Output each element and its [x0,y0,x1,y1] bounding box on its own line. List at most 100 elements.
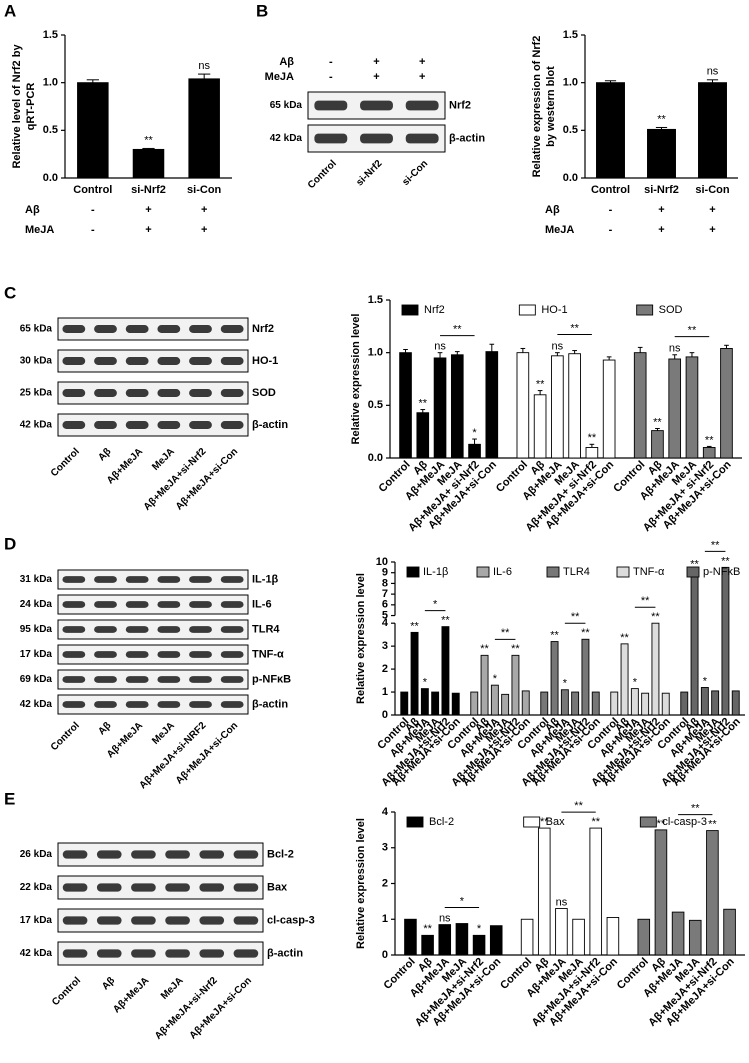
bar [511,654,520,716]
bar [596,82,625,179]
condition-sign: - [609,204,613,216]
y-tick-label: 3 [382,842,388,854]
y-tick-label: 0 [382,949,388,961]
bar [132,148,165,179]
condition-label: MeJA [545,224,574,236]
significance: * [493,673,498,685]
y-axis-label: Relative expression level [355,818,367,949]
significance: ** [423,923,432,935]
significance: ** [620,632,629,644]
significance: ns [552,341,564,353]
blot-frame [57,694,249,715]
condition-sign: + [658,204,664,216]
legend-swatch [686,566,700,578]
lane-label: Aβ [96,446,113,463]
blot-band [157,421,181,429]
blot-frame [57,908,264,933]
condition-sign: + [709,224,715,236]
significance: * [703,675,708,687]
bar [723,908,736,956]
blot-band [189,325,212,333]
x-tick-label: si-Con [695,184,730,196]
condition-sign: - [609,224,613,236]
blot-band [360,133,393,144]
bar [671,911,685,956]
kda-label: 69 kDa [20,674,53,685]
blot-band [131,949,156,958]
blot-band [189,626,212,633]
y-tick-label: 0.0 [43,172,58,184]
bracket-label: ** [453,324,462,336]
legend-label: TNF-α [633,566,665,578]
kda-label: 17 kDa [20,649,53,660]
blot-band [220,576,244,583]
kda-label: 30 kDa [20,356,53,367]
legend-swatch [636,304,654,316]
blot-band [62,916,88,925]
blot-band [62,389,86,397]
blot-band [62,883,88,892]
blot-band [62,626,86,633]
blot-band [96,916,122,925]
kda-label: 65 kDa [270,100,303,111]
legend-label: Bax [546,816,565,828]
blot-band [157,325,181,333]
y-tick-label: 2 [382,663,388,675]
significance: * [472,427,477,439]
y-tick-label: 8 [382,577,388,589]
blot-band [189,576,212,583]
panel-letter: D [4,534,16,553]
blot-band [157,676,181,683]
significance: ** [705,434,714,446]
lane-label: Control [306,158,339,191]
bar [633,352,647,459]
blot-band [165,850,190,859]
condition-sign: + [658,224,664,236]
significance: ** [540,816,549,828]
bar [404,918,417,956]
blot-band [125,676,149,683]
bar [516,352,530,459]
condition-sign: + [373,56,379,68]
blot-band [157,389,181,397]
blot-frame [57,569,249,590]
condition-label: Aβ [25,204,40,216]
blot-band [94,701,117,708]
blot-band [62,576,86,583]
bar [620,643,629,716]
bar [711,690,720,716]
blot-band [125,325,149,333]
blot-band [125,389,149,397]
blot-band [125,601,149,608]
bar [555,908,568,956]
bar [706,830,719,956]
bar [591,691,600,716]
blot-band [189,421,212,429]
protein-label: β-actin [252,419,288,431]
blot-band [189,701,212,708]
bar [560,689,569,716]
bar [700,687,709,716]
significance: ** [419,397,428,409]
bar [470,691,479,716]
legend-swatch [518,304,536,316]
significance: ** [690,558,699,570]
bar [688,919,702,956]
bar [399,352,412,459]
blot-band [96,949,122,958]
condition-sign: + [145,224,151,236]
blot-band [94,325,117,333]
blot-band [62,701,86,708]
blot-band [94,576,117,583]
blot-band [220,357,244,365]
legend-swatch [401,304,419,316]
bar [731,690,740,716]
kda-label: 65 kDa [20,324,53,335]
blot-band [199,916,225,925]
x-tick-label: si-Con [187,184,222,196]
bar [501,693,510,716]
legend-label: cl-casp-3 [662,816,707,828]
y-tick-label: 6 [382,599,388,611]
lane-label: si-Nrf2 [354,158,384,188]
y-tick-label: 0.5 [43,124,58,136]
